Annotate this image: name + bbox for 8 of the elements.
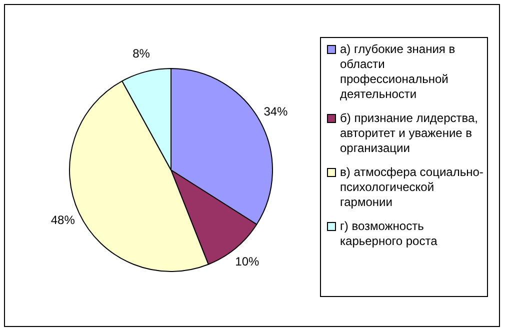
legend-label: б) признание лидерства, авторитет и уважение в организации: [340, 111, 480, 156]
legend-label: г) возможность карьерного роста: [340, 219, 438, 249]
data-label: 48%: [50, 213, 76, 228]
data-label: 8%: [132, 46, 150, 61]
data-label: 34%: [264, 104, 288, 119]
data-label: 10%: [235, 254, 260, 268]
legend-label: а) глубокие знания в области профессиональной деятельности: [340, 42, 456, 102]
legend-label: в) атмосфера социально-психологической гармонии: [340, 165, 484, 210]
